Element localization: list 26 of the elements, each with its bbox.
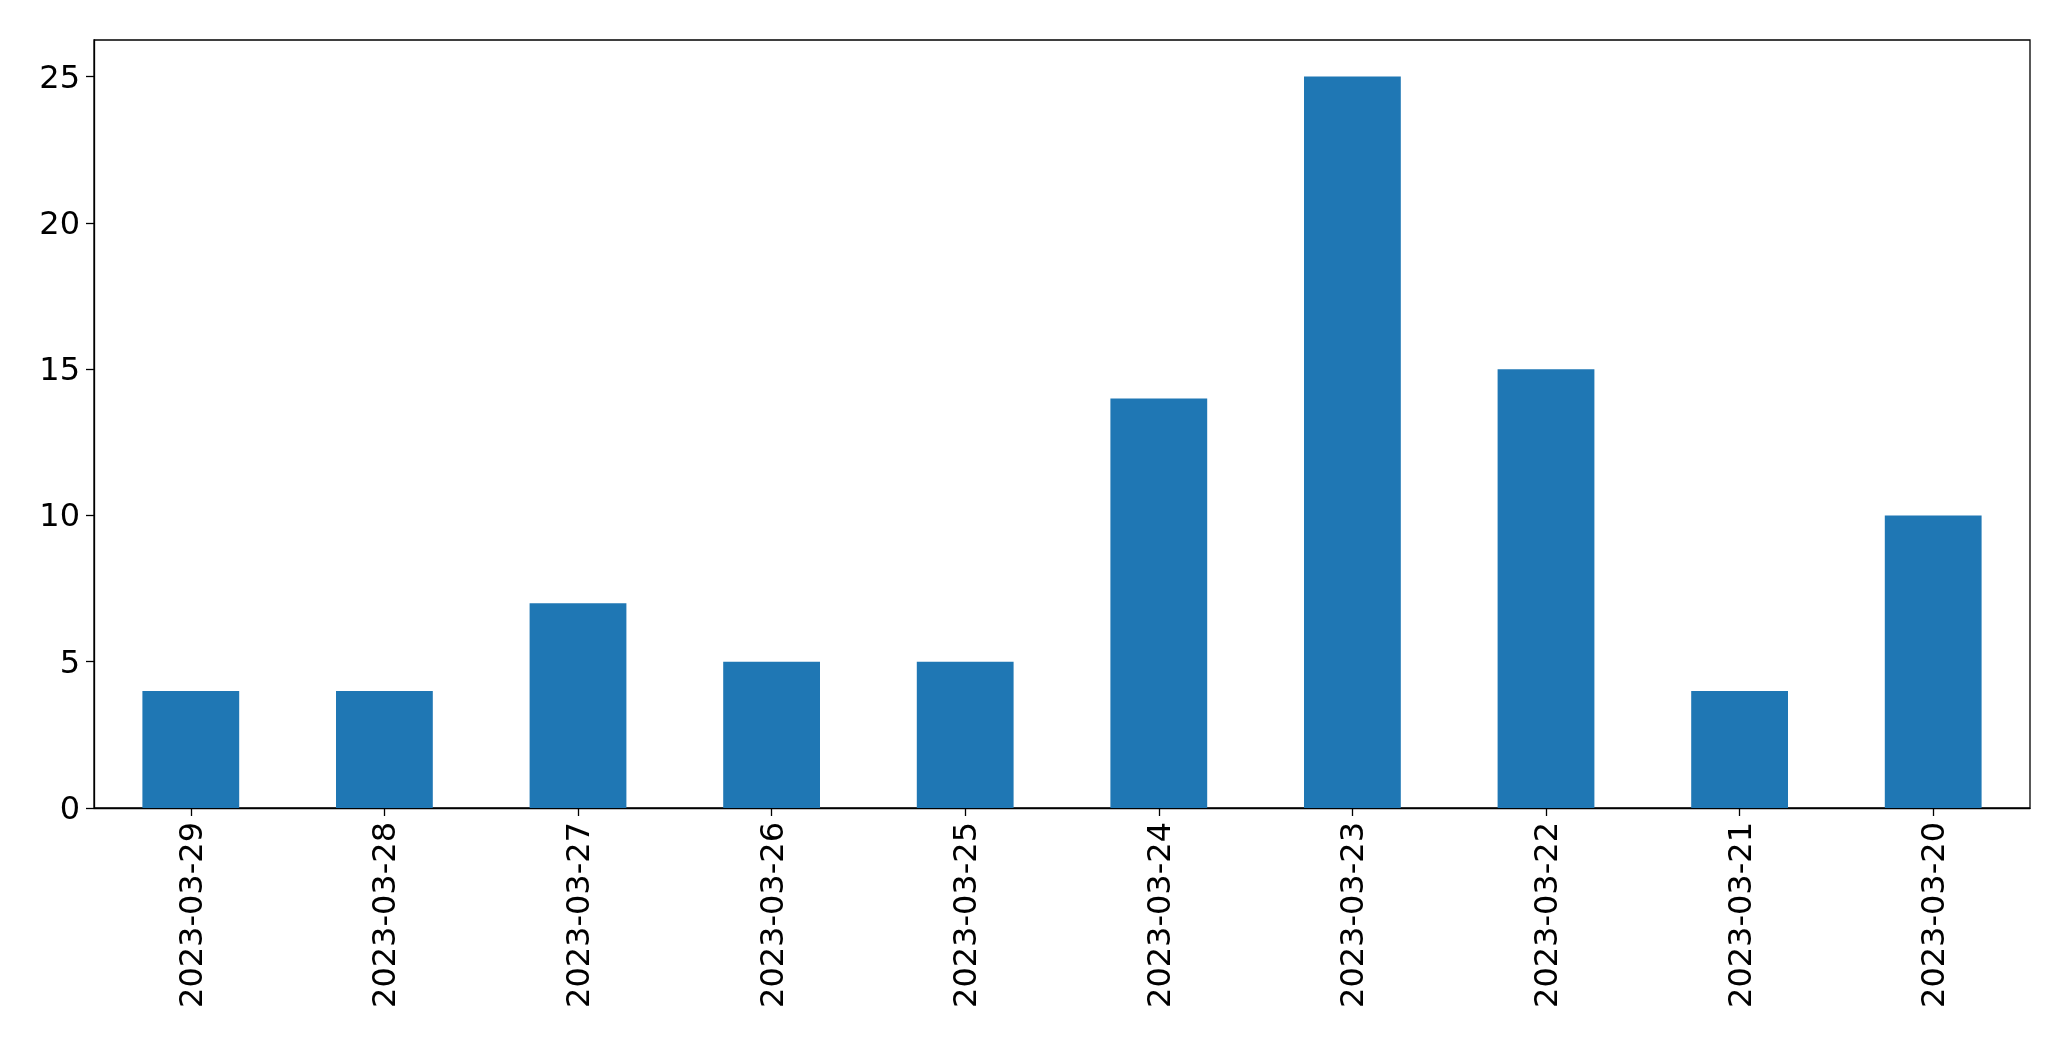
bar: [529, 603, 627, 808]
x-tick-label: 2023-03-23: [1333, 822, 1372, 1008]
y-tick-label: 0: [59, 789, 80, 827]
x-tick-label: 2023-03-29: [171, 822, 210, 1008]
y-tick-label: 5: [59, 642, 80, 681]
x-tick-label: 2023-03-22: [1527, 822, 1565, 1008]
x-tick-label: 2023-03-25: [946, 822, 985, 1008]
bar: [1497, 369, 1595, 808]
y-tick-label: 20: [39, 203, 80, 242]
bar: [916, 661, 1014, 808]
bar: [723, 661, 820, 808]
bar: [336, 690, 433, 808]
bar: [142, 690, 240, 808]
x-tick-label: 2023-03-21: [1720, 822, 1759, 1008]
bar: [1884, 515, 1982, 808]
x-tick-label: 2023-03-20: [1914, 822, 1953, 1008]
x-tick-label: 2023-03-26: [752, 822, 791, 1008]
bar: [1691, 690, 1788, 808]
y-tick-label: 15: [39, 350, 80, 389]
y-tick-label: 25: [39, 57, 80, 96]
x-tick-label: 2023-03-24: [1139, 822, 1178, 1008]
y-tick-label: 10: [39, 496, 80, 535]
x-tick-label: 2023-03-27: [559, 822, 597, 1008]
bar: [1304, 76, 1401, 808]
x-tick-label: 2023-03-28: [365, 822, 404, 1008]
bar: [1110, 398, 1208, 808]
